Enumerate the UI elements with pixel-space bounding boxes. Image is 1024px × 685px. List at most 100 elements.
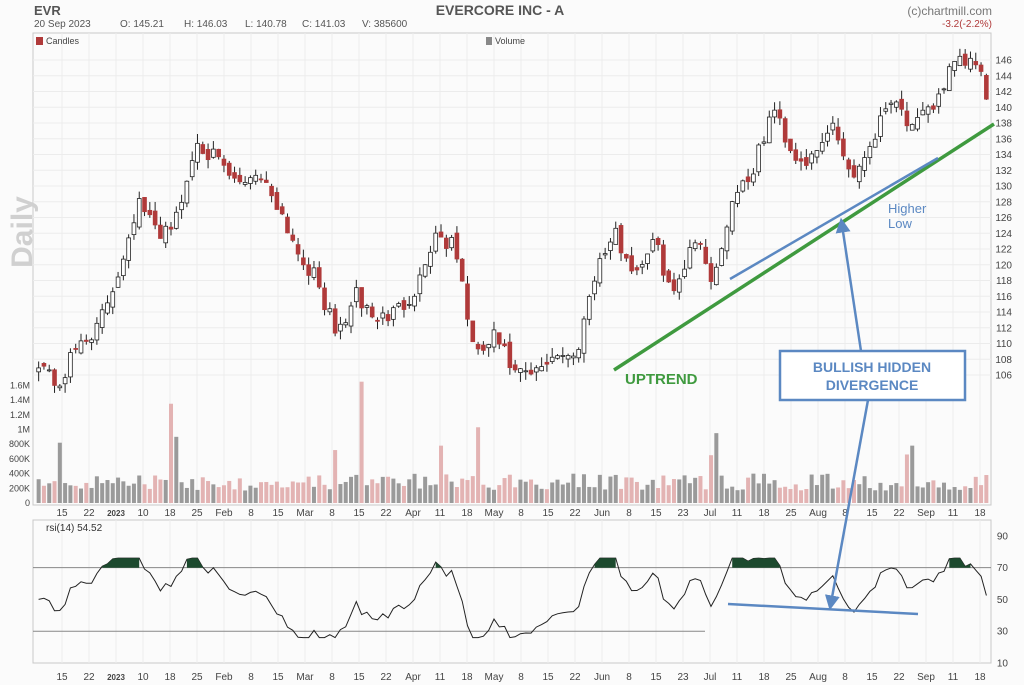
price-tick-label: 128 — [995, 197, 1012, 208]
candle-body — [449, 237, 454, 249]
candle-body — [814, 150, 820, 158]
candle-body — [274, 192, 280, 210]
candle-body — [581, 318, 587, 354]
rsi-x-tick-label: 2023 — [107, 673, 125, 682]
x-tick-label: Aug — [809, 508, 827, 519]
candle-body — [920, 109, 926, 116]
candle-body — [782, 118, 788, 143]
candle-body — [78, 340, 84, 354]
candle-body — [99, 309, 105, 328]
candle-body — [36, 367, 41, 373]
candle-body — [708, 263, 714, 282]
candle-body — [412, 295, 417, 307]
candle-body — [804, 157, 809, 166]
rsi-x-tick-label: Apr — [405, 672, 421, 683]
candle-body — [200, 144, 206, 154]
arrow-to-rsi — [824, 399, 870, 611]
x-tick-label: 22 — [569, 508, 581, 519]
volume-bar — [460, 478, 465, 503]
volume-bar — [428, 485, 433, 503]
x-tick-label: 15 — [272, 508, 284, 519]
candle-body — [692, 242, 698, 250]
volume-tick-label: 1.2M — [10, 410, 30, 420]
rsi-x-tick-label: 18 — [974, 672, 986, 683]
volume-bar — [301, 482, 306, 503]
price-tick-label: 118 — [996, 276, 1012, 287]
candle-body — [751, 173, 756, 183]
candle-body — [211, 148, 216, 158]
volume-bar — [947, 489, 952, 503]
x-tick-label: 8 — [626, 508, 632, 519]
volume-bar — [396, 483, 401, 503]
volume-bar — [878, 482, 883, 503]
candle-body — [714, 266, 719, 286]
x-tick-label: Mar — [296, 508, 314, 519]
candle-body — [809, 153, 814, 164]
volume-bar — [857, 484, 862, 503]
volume-bar — [354, 474, 359, 503]
volume-bar — [513, 487, 518, 503]
volume-bar — [401, 485, 406, 503]
candle-body — [375, 319, 380, 322]
volume-bar — [682, 475, 687, 503]
volume-bar — [624, 477, 629, 503]
volume-bar — [296, 482, 301, 503]
candle-body — [163, 225, 169, 244]
volume-bar — [153, 475, 158, 503]
volume-bar — [89, 487, 94, 503]
rsi-x-tick-label: 18 — [461, 672, 473, 683]
rsi-x-tick-label: Jul — [704, 672, 717, 683]
candle-body — [968, 57, 973, 70]
candle-body — [978, 64, 984, 72]
volume-bar — [126, 485, 131, 503]
rsi-x-tick-label: 15 — [272, 672, 284, 683]
candle-body — [343, 322, 349, 326]
volume-bar — [206, 481, 211, 503]
quote-date: 20 Sep 2023 — [34, 19, 91, 30]
candle-body — [671, 279, 677, 292]
x-tick-label: Feb — [215, 508, 233, 519]
candle-body — [735, 191, 740, 204]
candle-body — [115, 276, 121, 288]
candle-body — [433, 232, 439, 252]
candle-body — [496, 332, 502, 345]
volume-bar — [232, 489, 237, 503]
volume-bar — [603, 489, 608, 503]
candle-body — [756, 144, 761, 173]
x-tick-label: 25 — [785, 508, 797, 519]
quote-open: O: 145.21 — [120, 19, 164, 30]
volume-bar — [110, 483, 115, 503]
volume-bar — [656, 487, 661, 503]
volume-bar — [534, 484, 539, 503]
candle-body — [740, 180, 746, 192]
candle-body — [94, 322, 100, 341]
volume-bar — [873, 490, 878, 503]
volume-bar — [640, 489, 645, 503]
volume-bar — [889, 485, 894, 503]
candle-body — [237, 174, 243, 183]
volume-tick-label: 1.4M — [10, 395, 30, 405]
higher-low-label-line2: Low — [888, 216, 912, 231]
x-tick-label: 23 — [677, 508, 689, 519]
volume-bar — [608, 476, 613, 503]
volume-bar — [587, 486, 592, 503]
candle-body — [83, 339, 89, 342]
chart-title: EVERCORE INC - A — [436, 2, 565, 18]
volume-bar — [851, 480, 856, 503]
candle-body — [676, 278, 682, 293]
price-tick-label: 138 — [995, 119, 1012, 130]
volume-bar — [433, 484, 438, 503]
rsi-x-tick-label: 8 — [626, 672, 632, 683]
volume-bar — [327, 489, 332, 503]
candle-body — [703, 246, 709, 264]
candle-body — [878, 115, 883, 137]
volume-bar — [380, 476, 385, 503]
candle-body — [825, 132, 830, 142]
candle-body — [798, 158, 804, 162]
candle-body — [915, 117, 920, 130]
x-tick-label: 18 — [974, 508, 986, 519]
uptrend-line — [613, 122, 995, 372]
candle-body — [835, 126, 841, 141]
volume-bar — [820, 474, 825, 503]
volume-bar — [687, 483, 692, 503]
